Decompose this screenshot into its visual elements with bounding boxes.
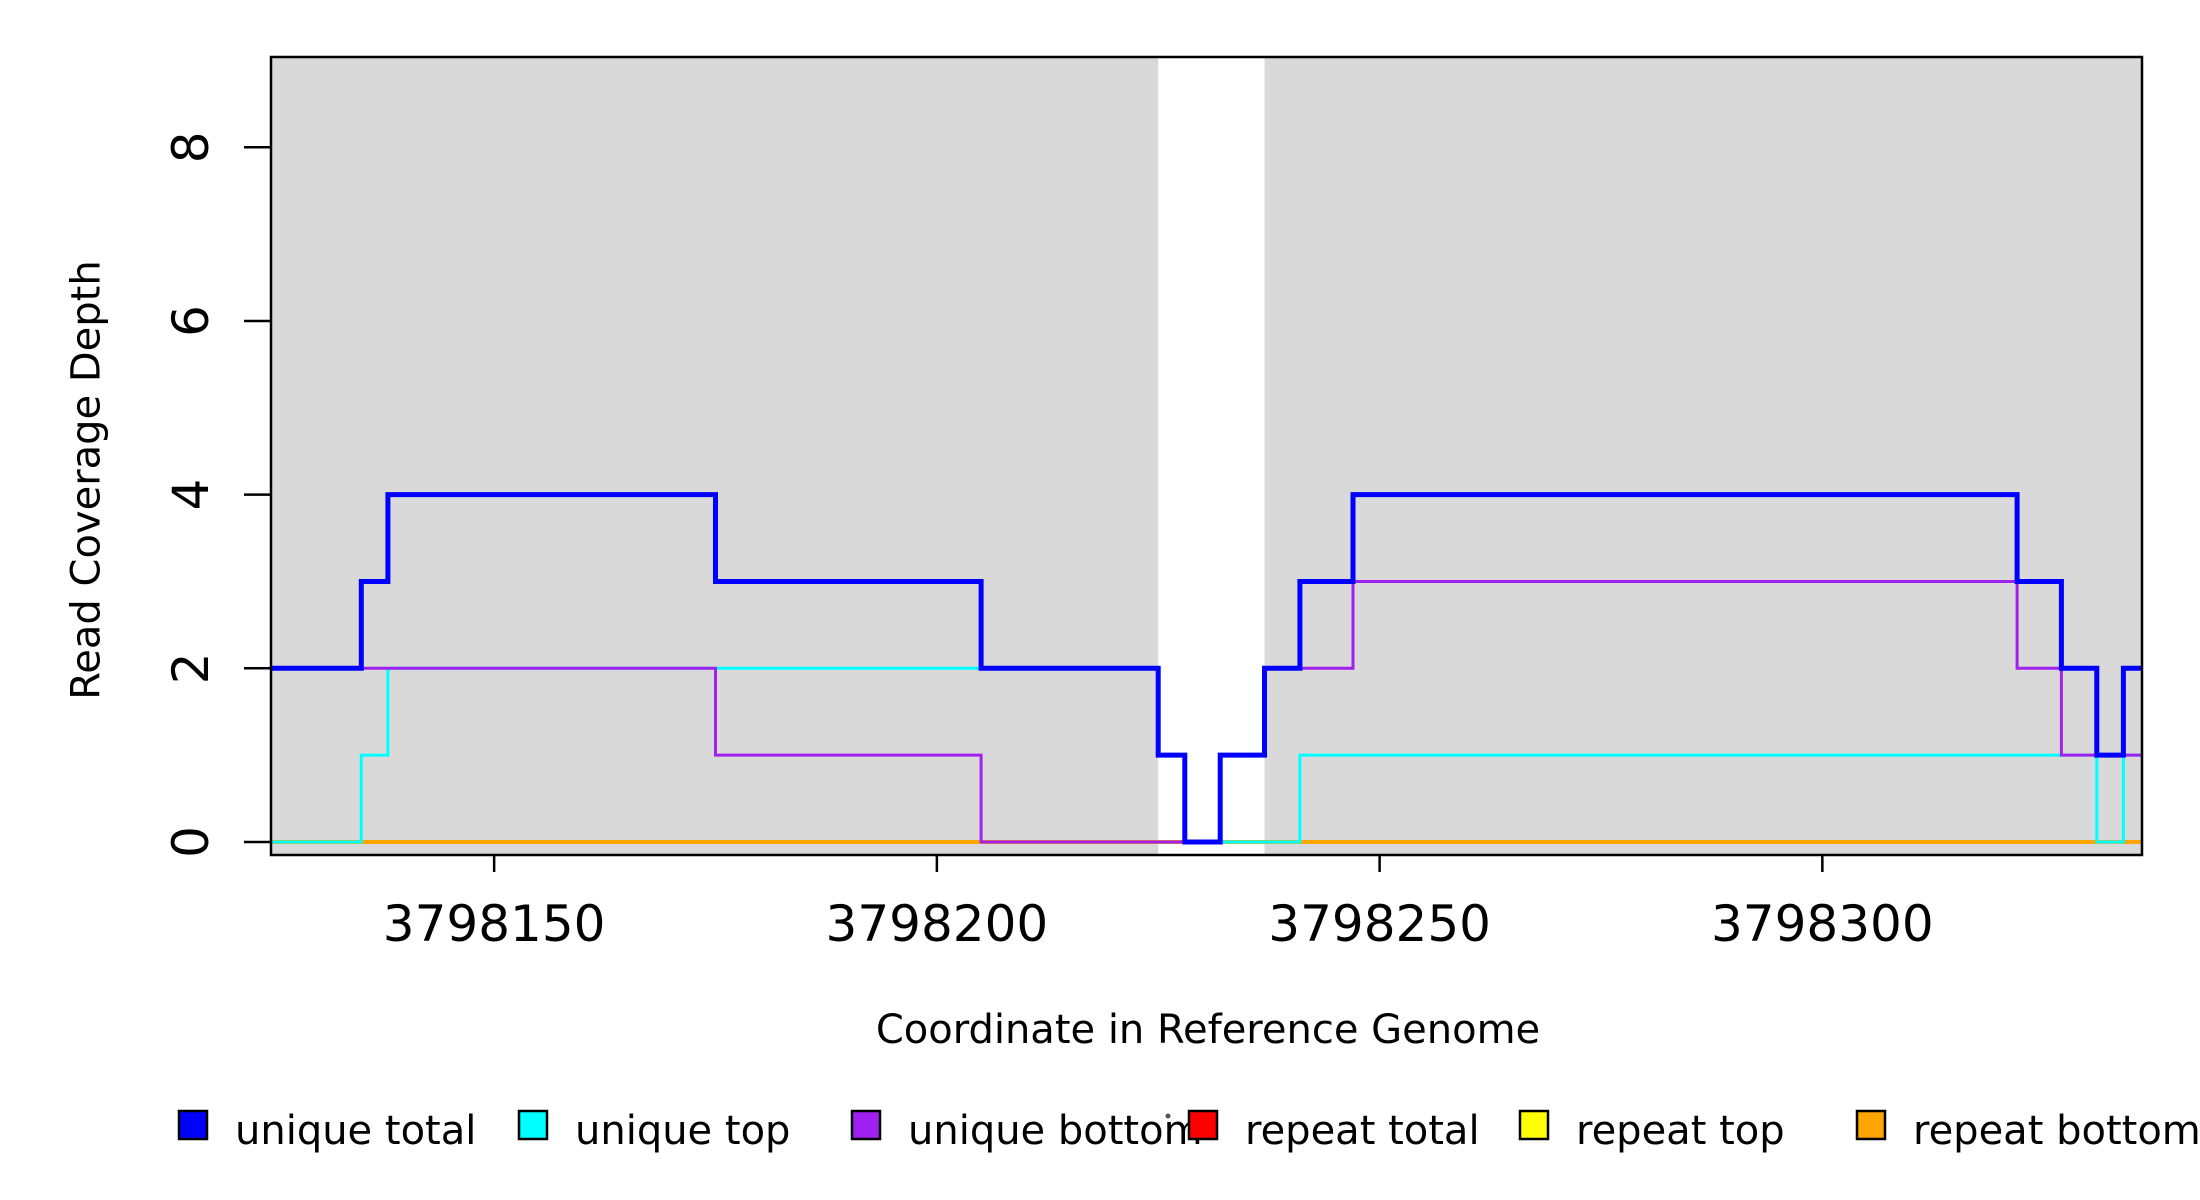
legend-label-unique-total: unique total <box>235 1108 476 1154</box>
y-tick-label-0: 0 <box>162 826 220 858</box>
legend-swatch-repeat-total <box>1187 1109 1219 1141</box>
x-tick-label-2: 3798250 <box>1268 895 1491 953</box>
legend-artifact-dot <box>1165 1113 1171 1119</box>
legend-label-unique-top: unique top <box>575 1108 790 1154</box>
x-axis-label: Coordinate in Reference Genome <box>876 1007 1540 1053</box>
plot-box <box>269 55 2144 857</box>
y-tick-label-2: 4 <box>162 479 220 511</box>
y-tick-label-1: 2 <box>162 652 220 684</box>
x-tick-label-3: 3798300 <box>1711 895 1934 953</box>
legend-swatch-repeat-bottom <box>1855 1109 1887 1141</box>
legend-label-unique-bottom: unique bottom <box>908 1108 1203 1154</box>
legend-swatch-unique-top <box>517 1109 549 1141</box>
legend-swatch-unique-total <box>177 1109 209 1141</box>
legend: unique total unique top unique bottom repea… <box>177 1108 2200 1154</box>
x-tick-label-1: 3798200 <box>826 895 1049 953</box>
y-tick-label-3: 6 <box>162 305 220 337</box>
legend-label-repeat-total: repeat total <box>1245 1108 1480 1154</box>
x-tick-label-0: 3798150 <box>383 895 606 953</box>
y-tick-label-4: 8 <box>162 131 220 163</box>
legend-swatch-unique-bottom <box>850 1109 882 1141</box>
shaded-region-1 <box>1264 57 2142 855</box>
legend-label-repeat-top: repeat top <box>1576 1108 1785 1154</box>
series-line-unique-total <box>271 492 2142 845</box>
legend-swatch-repeat-top <box>1518 1109 1550 1141</box>
y-axis-label: Read Coverage Depth <box>63 260 109 699</box>
legend-label-repeat-bottom: repeat bottom <box>1913 1108 2200 1154</box>
